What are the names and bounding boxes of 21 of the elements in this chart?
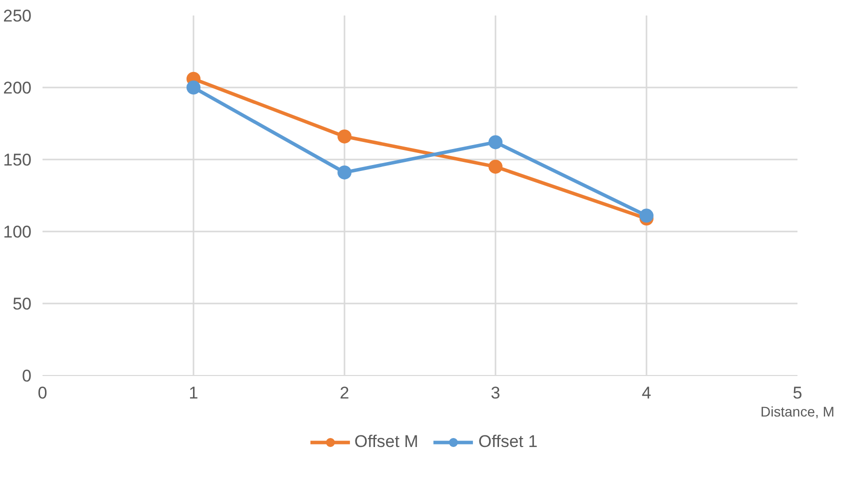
x-tick-label: 2 [340,384,350,402]
y-tick-label: 250 [3,6,32,26]
legend-label: Offset 1 [478,432,538,452]
y-tick-label: 0 [22,366,32,386]
y-tick-label: 200 [3,78,32,98]
x-tick-label: 4 [642,384,652,402]
point [488,160,502,174]
point [186,80,200,94]
x-tick-label: 1 [188,384,198,402]
point [488,135,502,150]
point [338,129,352,144]
x-tick-label: 5 [792,384,802,402]
y-tick-label: 150 [3,150,32,170]
y-tick-label: 50 [12,294,32,314]
y-tick-label: 100 [3,222,32,242]
point [640,208,654,223]
x-axis-title: Distance, M [760,404,834,420]
x-tick-label: 0 [38,384,48,402]
legend-label: Offset M [354,432,418,452]
point [338,165,352,180]
x-tick-label: 3 [490,384,500,402]
